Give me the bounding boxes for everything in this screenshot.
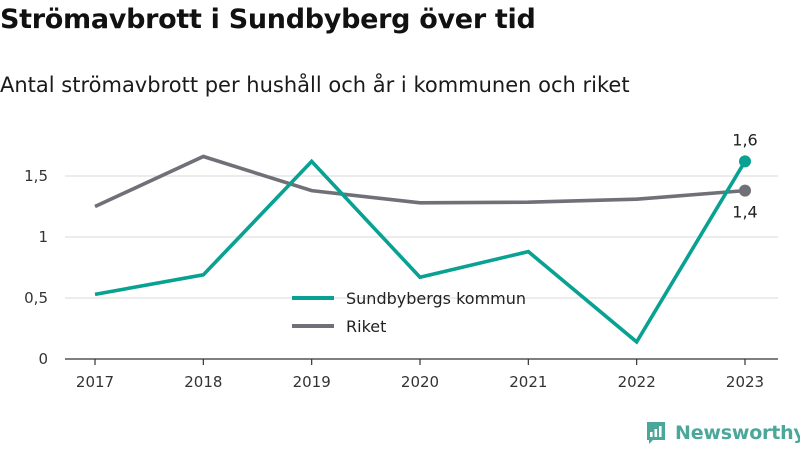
brand-logo: Newsworthy (645, 420, 800, 446)
chart-title: Strömavbrott i Sundbyberg över tid (0, 4, 536, 35)
end-point-marker (739, 155, 751, 168)
legend-label: Riket (346, 317, 386, 336)
legend-label: Sundbybergs kommun (346, 289, 526, 308)
gridlines (65, 175, 778, 299)
legend: Sundbybergs kommun Riket (292, 289, 526, 336)
y-axis-ticks: 0 0,5 1 1,5 (24, 167, 48, 368)
chart-subtitle: Antal strömavbrott per hushåll och år i … (0, 73, 630, 97)
y-tick-label: 0,5 (24, 289, 48, 307)
y-tick-label: 1,5 (24, 167, 48, 185)
x-tick-label: 2022 (618, 373, 656, 391)
end-value-label: 1,4 (732, 203, 757, 222)
end-value-label: 1,6 (732, 130, 757, 149)
brand-name: Newsworthy (675, 422, 800, 444)
x-tick-label: 2019 (293, 373, 331, 391)
series-lines: 1,6 1,4 (94, 130, 758, 345)
end-point-marker (739, 184, 751, 197)
x-tick-label: 2017 (76, 373, 114, 391)
x-tick-label: 2021 (509, 373, 547, 391)
x-axis: 2017 2018 2019 2020 2021 2022 2023 (65, 358, 778, 391)
y-tick-label: 1 (38, 228, 48, 246)
newsworthy-logo-icon (647, 422, 665, 444)
x-tick-label: 2018 (184, 373, 222, 391)
y-tick-label: 0 (38, 350, 48, 368)
series-line (94, 154, 746, 209)
x-tick-label: 2023 (726, 373, 764, 391)
x-tick-label: 2020 (401, 373, 439, 391)
series-line (94, 158, 747, 345)
